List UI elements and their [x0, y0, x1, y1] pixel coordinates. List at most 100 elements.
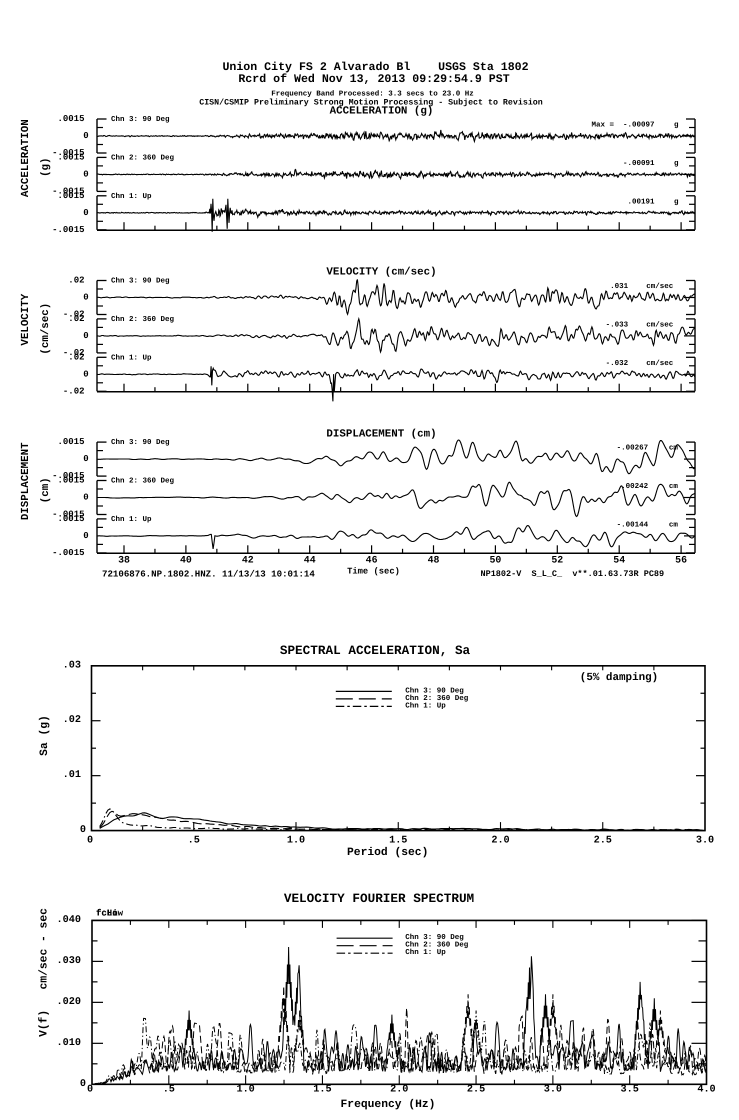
- svg-text:38: 38: [118, 554, 130, 565]
- svg-text:1.0: 1.0: [287, 835, 305, 846]
- svg-text:0: 0: [83, 531, 88, 541]
- svg-text:(5% damping): (5% damping): [580, 672, 658, 684]
- svg-text:g: g: [674, 198, 679, 206]
- svg-text:.00242: .00242: [621, 482, 649, 491]
- svg-text:.5: .5: [163, 1084, 175, 1095]
- svg-text:72106876.NP.1802.HNZ. 11/13/13: 72106876.NP.1802.HNZ. 11/13/13 10:01:14: [102, 568, 315, 579]
- svg-text:0: 0: [83, 493, 88, 503]
- svg-text:-.0015: -.0015: [52, 186, 84, 196]
- svg-text:0: 0: [83, 369, 88, 379]
- svg-text:Chn 1: Up: Chn 1: Up: [111, 515, 152, 524]
- svg-text:.02: .02: [68, 314, 84, 324]
- svg-text:42: 42: [242, 554, 254, 565]
- svg-text:4.0: 4.0: [697, 1084, 715, 1095]
- svg-text:Chn 2: 360 Deg: Chn 2: 360 Deg: [405, 941, 469, 950]
- svg-text:52: 52: [551, 554, 563, 565]
- svg-text:0: 0: [83, 169, 88, 179]
- svg-text:.040: .040: [57, 915, 81, 926]
- svg-text:NP1802-V S_L_C_ v**.01.63.73: NP1802-V S_L_C_ v**.01.63.73R PC89: [481, 569, 665, 579]
- svg-text:50: 50: [489, 554, 501, 565]
- svg-text:.020: .020: [57, 997, 81, 1008]
- svg-text:56: 56: [675, 554, 687, 565]
- svg-text:Chn 3: 90 Deg: Chn 3: 90 Deg: [111, 115, 170, 124]
- svg-text:DISPLACEMENT (cm): DISPLACEMENT (cm): [326, 429, 436, 441]
- svg-text:Frequency (Hz): Frequency (Hz): [341, 1098, 436, 1111]
- svg-text:-.0015: -.0015: [52, 148, 84, 158]
- svg-text:.030: .030: [57, 956, 81, 967]
- svg-text:.031: .031: [610, 282, 629, 291]
- svg-text:0: 0: [87, 835, 93, 846]
- svg-text:Max = -.00097: Max = -.00097: [591, 121, 654, 130]
- svg-text:Sa (g): Sa (g): [38, 715, 51, 756]
- svg-text:(g): (g): [40, 157, 52, 176]
- svg-text:Frequency Band Processed: 3.3: Frequency Band Processed: 3.3 secs to 23…: [271, 90, 474, 99]
- svg-text:.0015: .0015: [57, 152, 84, 162]
- svg-text:cm/sec: cm/sec: [646, 359, 674, 368]
- svg-text:-.02: -.02: [63, 348, 85, 358]
- svg-text:.01: .01: [63, 770, 81, 781]
- svg-text:Chn 2: 360 Deg: Chn 2: 360 Deg: [111, 153, 175, 162]
- svg-text:0: 0: [83, 454, 88, 464]
- svg-text:Chn 3: 90 Deg: Chn 3: 90 Deg: [111, 438, 170, 447]
- svg-text:Chn 1: Up: Chn 1: Up: [111, 192, 152, 201]
- svg-text:Chn 3: 90 Deg: Chn 3: 90 Deg: [405, 686, 464, 695]
- svg-text:.0015: .0015: [57, 191, 84, 201]
- svg-text:44: 44: [304, 554, 316, 565]
- svg-text:cm/sec: cm/sec: [646, 321, 674, 330]
- svg-text:48: 48: [428, 554, 440, 565]
- svg-text:(cm): (cm): [40, 477, 52, 503]
- svg-text:.5: .5: [188, 835, 200, 846]
- svg-text:VELOCITY: VELOCITY: [20, 293, 32, 345]
- svg-text:VELOCITY FOURIER SPECTRUM: VELOCITY FOURIER SPECTRUM: [284, 891, 474, 906]
- svg-text:0: 0: [87, 1084, 93, 1095]
- svg-text:-.00144: -.00144: [617, 521, 649, 530]
- svg-text:Chn 1: Up: Chn 1: Up: [405, 701, 446, 710]
- svg-text:CISN/CSMIP Preliminary Strong: CISN/CSMIP Preliminary Strong Motion Pro…: [199, 97, 543, 107]
- svg-text:V(f) cm/sec - sec: V(f) cm/sec - sec: [38, 908, 51, 1037]
- svg-text:fcHi: fcHi: [96, 908, 118, 918]
- svg-text:.0015: .0015: [57, 476, 84, 486]
- svg-text:2.0: 2.0: [491, 835, 509, 846]
- svg-text:SPECTRAL ACCELERATION, Sa: SPECTRAL ACCELERATION, Sa: [280, 643, 471, 658]
- svg-text:-.032: -.032: [606, 359, 629, 368]
- svg-text:ACCELERATION (g): ACCELERATION (g): [330, 106, 434, 118]
- svg-text:.02: .02: [68, 276, 84, 286]
- svg-text:cm: cm: [669, 522, 679, 530]
- svg-text:g: g: [674, 160, 679, 168]
- svg-text:.0015: .0015: [57, 437, 84, 447]
- svg-text:1.0: 1.0: [236, 1084, 254, 1095]
- svg-text:1.5: 1.5: [389, 835, 407, 846]
- svg-text:Period (sec): Period (sec): [347, 846, 428, 859]
- svg-text:-.02: -.02: [63, 386, 85, 396]
- svg-text:Time (sec): Time (sec): [347, 567, 400, 577]
- svg-text:fcLow: fcLow: [96, 908, 124, 918]
- svg-text:2.5: 2.5: [467, 1084, 485, 1095]
- svg-text:Chn 2: 360 Deg: Chn 2: 360 Deg: [111, 477, 175, 486]
- svg-text:DISPLACEMENT: DISPLACEMENT: [20, 442, 32, 520]
- svg-text:3.0: 3.0: [696, 835, 714, 846]
- svg-text:0: 0: [80, 1079, 86, 1090]
- svg-text:0: 0: [83, 331, 88, 341]
- svg-text:VELOCITY (cm/sec): VELOCITY (cm/sec): [326, 267, 436, 279]
- svg-text:ACCELERATION: ACCELERATION: [20, 119, 32, 197]
- svg-text:3.0: 3.0: [544, 1084, 562, 1095]
- svg-text:-.0015: -.0015: [52, 471, 84, 481]
- svg-text:Rcrd of Wed Nov 13, 2013 09:29: Rcrd of Wed Nov 13, 2013 09:29:54.9 PST: [238, 73, 509, 86]
- svg-text:(cm/sec): (cm/sec): [40, 303, 52, 355]
- svg-text:Chn 1: Up: Chn 1: Up: [405, 948, 446, 957]
- svg-text:46: 46: [366, 554, 378, 565]
- svg-text:-.033: -.033: [606, 321, 629, 330]
- svg-text:.010: .010: [57, 1038, 81, 1049]
- svg-text:.02: .02: [68, 352, 84, 362]
- svg-text:2.5: 2.5: [594, 835, 612, 846]
- svg-text:.02: .02: [63, 715, 81, 726]
- svg-text:-.0015: -.0015: [52, 225, 84, 235]
- svg-text:54: 54: [613, 554, 625, 565]
- svg-text:-.00267: -.00267: [617, 444, 649, 453]
- svg-text:40: 40: [180, 554, 192, 565]
- svg-text:Chn 1: Up: Chn 1: Up: [111, 353, 152, 362]
- svg-text:0: 0: [83, 131, 88, 141]
- svg-text:Chn 3: 90 Deg: Chn 3: 90 Deg: [111, 277, 170, 286]
- svg-text:-.02: -.02: [63, 310, 85, 320]
- svg-text:2.0: 2.0: [390, 1084, 408, 1095]
